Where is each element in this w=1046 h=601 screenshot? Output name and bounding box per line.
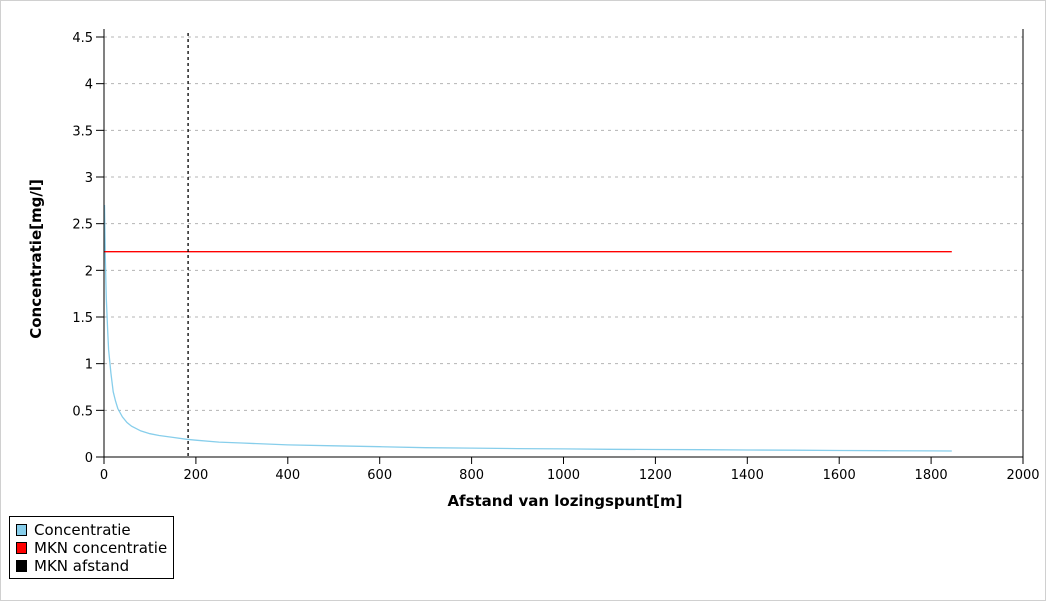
legend-entry-0: Concentratie <box>16 521 167 539</box>
y-tick-label-5: 2.5 <box>72 218 93 233</box>
y-tick-label-9: 4.5 <box>72 31 93 46</box>
y-tick-label-3: 1.5 <box>72 311 93 326</box>
legend-label-2: MKN afstand <box>34 557 130 575</box>
legend-entry-1: MKN concentratie <box>16 539 167 557</box>
x-tick-label-10: 2000 <box>1006 468 1039 483</box>
x-tick-label-6: 1200 <box>639 468 672 483</box>
series-line-0 <box>103 204 952 452</box>
y-axis-label: Concentratie[mg/l] <box>27 179 45 339</box>
legend: Concentratie MKN concentratie MKN afstand <box>9 516 175 579</box>
x-tick-label-2: 400 <box>275 468 300 483</box>
y-tick-label-0: 0 <box>85 451 93 466</box>
y-tick-label-6: 3 <box>85 171 93 186</box>
axes: 0 0.5 1 1.5 2 2.5 3 3.5 4 4.5 0 200 400 600 800 1000 120… <box>72 29 1040 483</box>
x-tick-label-3: 600 <box>367 468 392 483</box>
x-tick-label-5: 1000 <box>547 468 580 483</box>
y-tick-label-2: 1 <box>85 358 93 373</box>
concentration-chart: 0 0.5 1 1.5 2 2.5 3 3.5 4 4.5 0 200 400 600 800 1000 120… <box>27 29 1040 510</box>
legend-label-0: Concentratie <box>34 521 131 539</box>
legend-entry-2: MKN afstand <box>16 557 167 575</box>
legend-swatch-1 <box>16 542 27 554</box>
x-tick-label-4: 800 <box>459 468 484 483</box>
series-layer <box>103 33 952 457</box>
legend-swatch-2 <box>16 560 27 572</box>
x-tick-label-0: 0 <box>100 468 108 483</box>
x-tick-label-9: 1800 <box>915 468 948 483</box>
x-tick-label-8: 1600 <box>823 468 856 483</box>
y-tick-label-4: 2 <box>85 264 93 279</box>
x-tick-label-7: 1400 <box>731 468 764 483</box>
legend-swatch-0 <box>16 524 27 536</box>
y-tick-label-8: 4 <box>85 78 93 93</box>
x-axis-label: Afstand van lozingspunt[m] <box>447 492 682 510</box>
legend-label-1: MKN concentratie <box>34 539 168 557</box>
y-tick-label-1: 0.5 <box>72 404 93 419</box>
x-tick-label-1: 200 <box>183 468 208 483</box>
grid-lines <box>104 36 1023 411</box>
y-tick-label-7: 3.5 <box>72 124 93 139</box>
